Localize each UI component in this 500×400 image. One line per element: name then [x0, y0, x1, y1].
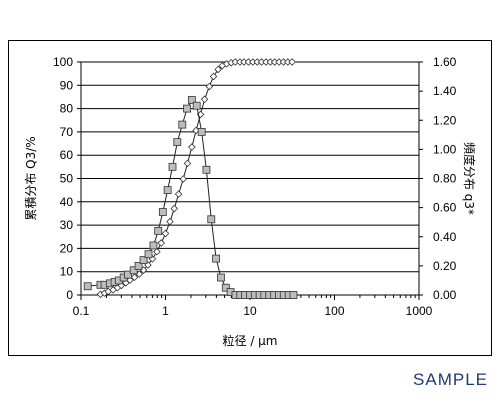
- series-2-point: [289, 291, 298, 299]
- series-1-point: [166, 217, 174, 226]
- series-1-point: [179, 175, 187, 183]
- series-2-point: [149, 241, 158, 250]
- series-1-point: [183, 159, 192, 168]
- series-2-point: [154, 227, 163, 235]
- y-left-tick-label: 10: [60, 265, 74, 279]
- series-1-point: [157, 239, 165, 247]
- series-1-point: [214, 65, 222, 74]
- series-2-line: [87, 98, 294, 296]
- series-2-point: [187, 95, 196, 104]
- x-tick-label: 1000: [406, 304, 433, 318]
- series-2-point: [173, 138, 182, 146]
- series-2-point: [178, 120, 187, 129]
- series-2-point: [129, 266, 138, 275]
- y-left-tick-label: 70: [60, 125, 74, 139]
- y-right-tick-label: 0.80: [433, 172, 457, 186]
- x-tick-label: 100: [324, 304, 344, 318]
- series-2-point: [221, 283, 230, 292]
- series-2-point: [207, 215, 216, 224]
- series-2-point: [202, 165, 211, 174]
- y-left-tick-label: 20: [60, 241, 74, 255]
- series-1-point: [205, 82, 214, 91]
- series-1-point: [200, 95, 209, 104]
- series-2-point: [139, 256, 148, 264]
- series-1-point: [117, 281, 126, 290]
- series-1-point: [130, 273, 139, 282]
- series-2-point: [124, 270, 132, 279]
- series-2-point: [183, 104, 191, 113]
- series-1-point: [288, 58, 296, 66]
- x-tick-label: 1: [162, 304, 169, 318]
- x-axis-title: 粒径 / μm: [223, 333, 278, 348]
- series-1-point: [153, 247, 161, 256]
- y-left-axis-title: 累積分布 Q3/%: [23, 136, 38, 220]
- y-right-tick-label: 0.20: [433, 259, 457, 273]
- series-2-point: [144, 250, 153, 259]
- series-1-point: [174, 190, 183, 198]
- series-2-point: [192, 101, 201, 110]
- chart-svg: 0.1 1 10 100 1000 0 10 20 30 40 50 60 70 80 90 100 0.00 0…: [23, 55, 477, 348]
- y-left-tick-label: 60: [60, 148, 74, 162]
- y-right-tick-label: 1.20: [433, 113, 457, 127]
- series-2-point: [217, 273, 225, 282]
- series-1-point: [161, 229, 170, 238]
- y-right-axis-title: 頻度分布 q3*: [462, 142, 477, 215]
- series-2-point: [197, 128, 206, 136]
- y-right-tick-label: 1.60: [433, 55, 457, 69]
- y-left-tick-label: 80: [60, 102, 74, 116]
- sample-watermark: SAMPLE: [413, 370, 488, 389]
- y-right-tick-label: 1.40: [433, 84, 457, 98]
- series-2-point: [83, 282, 92, 291]
- series-1-point: [188, 143, 196, 151]
- y-left-tick-label: 100: [53, 55, 73, 69]
- y-right-tick-label: 0.60: [433, 201, 457, 215]
- y-right-tick-label: 1.00: [433, 142, 457, 156]
- series-1-point: [170, 204, 179, 213]
- y-left-tick-label: 50: [60, 172, 74, 186]
- series-2-point: [158, 208, 167, 216]
- series-2-point: [212, 254, 220, 263]
- x-tick-label: 10: [243, 304, 257, 318]
- y-left-tick-label: 30: [60, 218, 74, 232]
- series-2-point: [168, 162, 177, 171]
- y-left-tick-label: 90: [60, 78, 74, 92]
- series-1-point: [209, 72, 218, 81]
- series-2-point: [134, 261, 143, 270]
- series-2-point: [163, 186, 172, 195]
- y-right-tick-label: 0.40: [433, 230, 457, 244]
- y-right-tick-label: 0.00: [433, 288, 457, 302]
- y-left-tick-label: 0: [66, 288, 73, 302]
- chart-frame: 0.1 1 10 100 1000 0 10 20 30 40 50 60 70 80 90 100 0.00 0…: [8, 40, 492, 356]
- x-tick-label: 0.1: [73, 304, 90, 318]
- y-left-tick-label: 40: [60, 195, 74, 209]
